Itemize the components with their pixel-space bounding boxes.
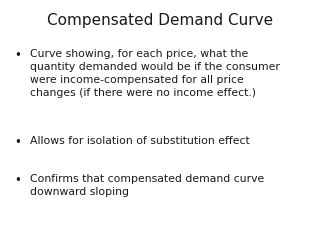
Text: •: • [14,49,21,62]
Text: Curve showing, for each price, what the
quantity demanded would be if the consum: Curve showing, for each price, what the … [30,49,280,98]
Text: •: • [14,174,21,187]
Text: Confirms that compensated demand curve
downward sloping: Confirms that compensated demand curve d… [30,174,265,197]
Text: Allows for isolation of substitution effect: Allows for isolation of substitution eff… [30,136,250,146]
Text: Compensated Demand Curve: Compensated Demand Curve [47,13,273,28]
Text: •: • [14,136,21,149]
